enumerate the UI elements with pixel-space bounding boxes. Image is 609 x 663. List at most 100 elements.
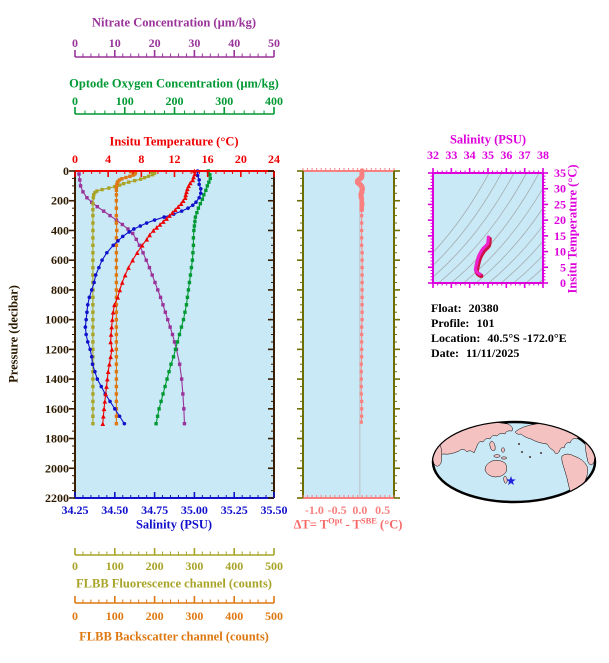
tick-label: 15 [554, 229, 566, 243]
tick-label: 1200 [45, 342, 69, 356]
tick-label: 300 [185, 609, 203, 623]
ts-temperature-axis-title: Insitu Temperature (°C) [565, 164, 580, 294]
tick-label: 20 [149, 36, 161, 50]
fluorescence-axis-title: FLBB Fluorescence channel (counts) [76, 576, 272, 591]
ts-contours [433, 173, 543, 283]
tick-label: 38 [537, 148, 549, 162]
tick-label: 0 [72, 94, 78, 108]
map-indonesia [493, 454, 501, 458]
oxygen-axis-title: Optode Oxygen Concentration (µm/kg) [69, 76, 279, 91]
pressure-tick-labels: 0 200 400 600 800 1000 1200 1400 1600 1800 2000 220… [45, 164, 69, 505]
tick-label: 33 [445, 148, 457, 162]
fluorescence-axis: 0 100 200 300 400 500 [72, 548, 283, 573]
tick-label: 500 [265, 559, 283, 573]
tick-label: -0.5 [328, 503, 347, 517]
float-label: Float: [431, 301, 462, 315]
tick-label: 5 [560, 260, 566, 274]
tick-label: 100 [116, 94, 134, 108]
nitrate-axis-title: Nitrate Concentration (µm/kg) [91, 15, 257, 30]
tick-label: 34.25 [62, 503, 89, 517]
tick-label: 200 [166, 94, 184, 108]
backscatter-axis-title: FLBB Backscatter channel (counts) [79, 629, 269, 644]
tick-label: 34 [464, 148, 476, 162]
tick-label: 500 [265, 609, 283, 623]
tick-label: 300 [215, 94, 233, 108]
location-value: 40.5°S -172.0°E [487, 331, 567, 345]
tick-label: -1.0 [305, 503, 324, 517]
delta-t-label-sup2: SBE [360, 515, 377, 526]
delta-t-frame [297, 168, 400, 499]
float-location-star [506, 476, 516, 486]
tick-label: 20 [554, 213, 566, 227]
tick-label: 40 [228, 36, 240, 50]
tick-label: 10 [554, 245, 566, 259]
tick-label: 36 [500, 148, 512, 162]
temperature-axis-title: Insitu Temperature (°C) [109, 134, 239, 149]
delta-t-label-post: (°C) [376, 517, 403, 532]
tick-label: 34.50 [101, 503, 128, 517]
delta-t-tick-labels: -1.0 -0.5 0.0 0.5 [305, 503, 390, 517]
map-australia [484, 460, 508, 478]
tick-label: 35.00 [181, 503, 208, 517]
oxygen-axis: 0 100 200 300 400 [72, 94, 283, 115]
tick-label: 34.75 [141, 503, 168, 517]
tick-label: 2200 [45, 491, 69, 505]
map-island [520, 450, 524, 454]
tick-label: 35 [554, 166, 566, 180]
float-value: 20380 [468, 301, 499, 315]
tick-label: 600 [51, 253, 69, 267]
tick-label: 35.25 [221, 503, 248, 517]
tick-label: 0.0 [352, 503, 367, 517]
map-island [517, 442, 521, 446]
salinity-tick-labels: 34.25 34.50 34.75 35.00 35.25 35.50 [62, 503, 288, 517]
delta-t-label-pre: ΔT= T [293, 517, 329, 532]
date-value: 11/11/2025 [465, 346, 520, 360]
tick-label: 12 [169, 152, 181, 166]
tick-label: 8 [138, 152, 144, 166]
map-island [528, 455, 532, 459]
map-indonesia-2 [501, 456, 507, 460]
tick-label: 0 [72, 36, 78, 50]
tick-label: 16 [202, 152, 214, 166]
nitrate-axis: 0 10 20 30 40 50 [72, 36, 280, 58]
tick-label: 2000 [45, 461, 69, 475]
tick-label: 200 [146, 559, 164, 573]
tick-label: 0 [72, 609, 78, 623]
ts-plot-title: Salinity (PSU) [449, 132, 527, 147]
date-label: Date: [431, 346, 459, 360]
tick-label: 400 [265, 94, 283, 108]
map-se-asia [489, 440, 496, 451]
tick-label: 0 [72, 152, 78, 166]
tick-label: 0 [63, 164, 69, 178]
tick-label: 4 [105, 152, 111, 166]
map-island [539, 451, 543, 455]
tick-label: 50 [268, 36, 280, 50]
tick-label: 25 [554, 197, 566, 211]
pressure-axis-title: Pressure (decibar) [6, 285, 21, 383]
ts-curve [473, 235, 492, 279]
float-info-block: Float: 20380 Profile: 101 Location: 40.5°S … [431, 301, 567, 361]
delta-t-axis-title: ΔT= TOpt - TSBE (°C) [293, 515, 403, 533]
tick-label: 200 [51, 194, 69, 208]
curve-oxygen [154, 169, 213, 426]
tick-label: 100 [106, 609, 124, 623]
tick-label: 1400 [45, 372, 69, 386]
tick-label: 0 [560, 276, 566, 290]
float-info-line: Float: 20380 [431, 301, 567, 316]
tick-label: 1000 [45, 313, 69, 327]
date-info-line: Date: 11/11/2025 [431, 346, 567, 361]
profile-label: Profile: [431, 316, 470, 330]
profile-info-line: Profile: 101 [431, 316, 567, 331]
plot-backgrounds [75, 171, 543, 498]
main-plot-frame [69, 170, 275, 499]
tick-label: 10 [109, 36, 121, 50]
tick-label: 1800 [45, 432, 69, 446]
tick-label: 200 [146, 609, 164, 623]
location-label: Location: [431, 331, 481, 345]
tick-label: 1600 [45, 402, 69, 416]
temperature-tick-labels: 0 4 8 12 16 20 24 [72, 152, 280, 166]
